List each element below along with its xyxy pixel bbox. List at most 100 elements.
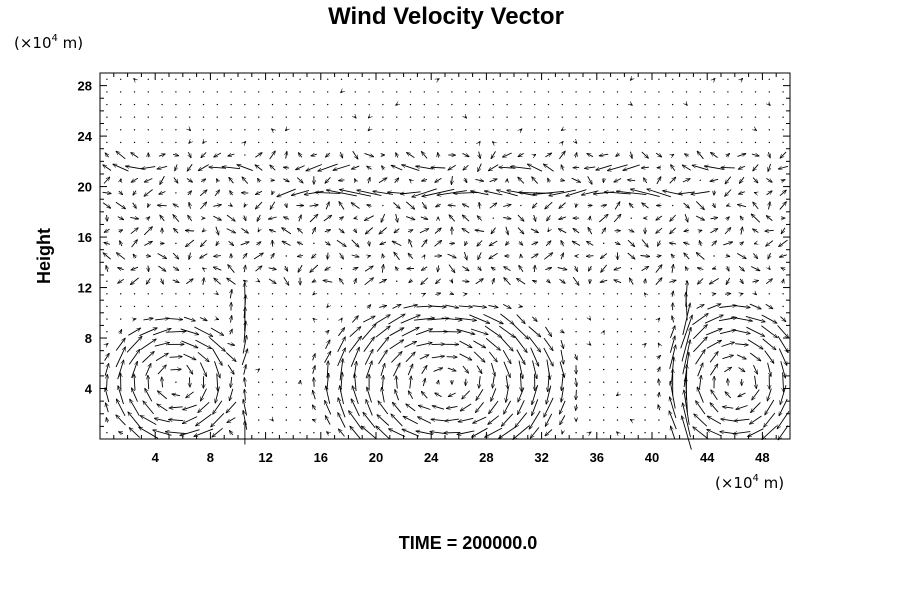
wind-vector [629, 278, 634, 285]
wind-vector-dot [575, 78, 577, 81]
wind-vector [779, 202, 787, 210]
wind-vector [197, 351, 209, 361]
wind-vector [561, 339, 564, 349]
wind-vector-dot [106, 116, 108, 118]
wind-vector [768, 152, 770, 158]
wind-vector [339, 359, 343, 381]
wind-vector [445, 419, 459, 421]
wind-vector [751, 402, 761, 412]
wind-vector [401, 327, 419, 337]
wind-vector [560, 415, 566, 424]
wind-vector-dot [478, 293, 481, 295]
wind-vector-dot [340, 305, 343, 308]
chart-title: Wind Velocity Vector [328, 3, 564, 30]
wind-vector-dot [630, 356, 632, 358]
wind-vector [350, 426, 362, 440]
wind-vector [368, 116, 370, 118]
wind-vector [488, 305, 499, 307]
wind-vector-dot [603, 343, 605, 346]
wind-vector [530, 347, 539, 367]
wind-vector-dot [202, 305, 205, 308]
wind-vector [692, 314, 708, 326]
wind-vector [300, 380, 301, 384]
wind-vector-dot [506, 293, 508, 295]
wind-vector [752, 177, 758, 183]
wind-vector-dot [216, 141, 218, 144]
wind-vector [146, 278, 151, 284]
wind-vector [214, 190, 219, 197]
wind-vector-dot [189, 103, 191, 106]
wind-vector [517, 227, 524, 234]
wind-vector-dot [782, 293, 784, 295]
wind-vector-dot [396, 78, 398, 81]
wind-vector-dot [782, 78, 784, 81]
wind-vector-dot [202, 129, 205, 131]
wind-vector [255, 153, 262, 158]
wind-vector-dot [147, 91, 149, 93]
wind-vector [740, 242, 743, 245]
wind-vector-dot [189, 91, 191, 93]
wind-vector-dot [478, 78, 481, 81]
wind-vector-dot [313, 78, 315, 81]
wind-vector [183, 353, 196, 360]
wind-vector-dot [451, 141, 453, 144]
wind-vector [475, 179, 483, 181]
wind-vector [282, 241, 291, 246]
wind-vector [258, 230, 259, 232]
wind-vector [465, 116, 467, 118]
wind-vector-dot [271, 406, 274, 409]
wind-vector [762, 425, 778, 440]
wind-vector [754, 193, 756, 194]
wind-vector [297, 255, 303, 256]
wind-vector [755, 375, 757, 389]
wind-vector [271, 253, 274, 259]
wind-vector [429, 306, 446, 307]
wind-vector [607, 164, 628, 171]
wind-vector-dot [616, 368, 619, 371]
wind-vector-dot [327, 141, 329, 144]
wind-vector [754, 243, 756, 244]
wind-vector [559, 278, 566, 283]
wind-vector [172, 266, 179, 271]
wind-vector-dot [313, 91, 315, 93]
wind-vector [492, 278, 494, 285]
wind-vector [630, 78, 632, 80]
wind-vector-dot [147, 129, 149, 131]
wind-vector [623, 164, 640, 171]
wind-vector [518, 360, 523, 379]
wind-vector [464, 251, 467, 260]
wind-vector [169, 319, 183, 320]
wind-vector [670, 227, 677, 234]
wind-vector [394, 178, 399, 183]
wind-vector [695, 201, 704, 209]
wind-vector [783, 279, 784, 283]
wind-vector [706, 329, 722, 336]
wind-vector [228, 240, 234, 245]
wind-vector-dot [175, 78, 177, 81]
wind-vector [697, 268, 704, 270]
wind-vector [766, 216, 773, 221]
wind-vector [472, 306, 487, 308]
wind-vector [216, 319, 219, 320]
wind-vector [527, 164, 543, 172]
wind-vector [576, 389, 577, 400]
wind-vector-dot [202, 78, 205, 81]
wind-vector-dot [561, 318, 563, 320]
wind-vector [296, 177, 303, 183]
wind-vector [130, 399, 140, 416]
wind-vector-dot [658, 91, 660, 93]
wind-vector [533, 280, 537, 282]
wind-vector [521, 254, 522, 258]
wind-vector [601, 264, 608, 272]
wind-vector [284, 167, 290, 168]
wind-vector-dot [120, 305, 122, 308]
wind-vector [394, 228, 400, 233]
y-axis-label: Height [34, 228, 54, 284]
wind-vector-dot [658, 305, 660, 308]
wind-vector [106, 403, 109, 413]
wind-vector [349, 411, 363, 430]
wind-vector [678, 192, 695, 194]
wind-vector-dot [299, 394, 301, 396]
wind-vector-dot [216, 78, 218, 81]
wind-vector-dot [465, 129, 467, 131]
